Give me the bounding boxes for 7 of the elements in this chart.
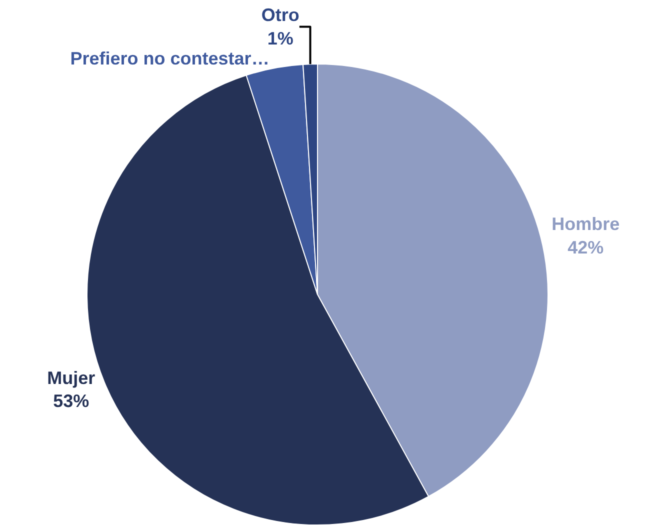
slice-label: Prefiero no contestar… xyxy=(70,48,270,68)
slice-label: Hombre xyxy=(552,214,620,234)
data-label: 1% xyxy=(267,28,294,48)
slice-label: Otro xyxy=(261,5,300,26)
data-label: 42% xyxy=(568,238,604,258)
data-label: 53% xyxy=(53,391,90,412)
slice-label: Mujer xyxy=(47,368,96,388)
